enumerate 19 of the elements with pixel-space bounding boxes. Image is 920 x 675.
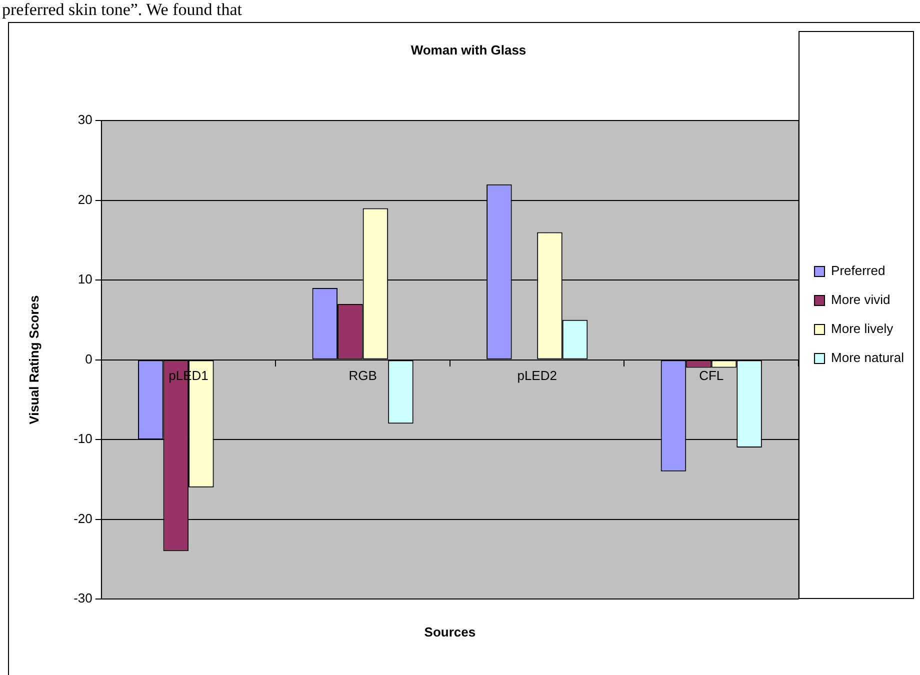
legend-label: Preferred (831, 263, 886, 278)
y-tick-label: 10 (78, 272, 92, 287)
legend-label: More natural (831, 350, 904, 366)
y-tick-label: -10 (74, 431, 92, 446)
y-tick-label: 20 (78, 192, 92, 207)
y-tick-label: 0 (85, 351, 92, 366)
x-tick-label: CFL (699, 368, 724, 384)
x-tick-label: pLED2 (517, 368, 557, 384)
x-tick-label: pLED1 (168, 368, 208, 384)
x-tick-label: RGB (348, 368, 377, 384)
legend-label: More vivid (831, 292, 890, 308)
y-axis-title: Visual Rating Scores (26, 295, 42, 424)
x-axis-title: Sources (424, 624, 476, 640)
y-tick-label: -30 (74, 590, 92, 606)
text: preferred skin tone”. We found that (2, 0, 242, 20)
legend-label: More lively (831, 321, 894, 336)
y-tick-label: -20 (74, 510, 92, 526)
y-tick-label: 30 (78, 112, 92, 128)
chart-title: Woman with Glass (410, 42, 526, 58)
